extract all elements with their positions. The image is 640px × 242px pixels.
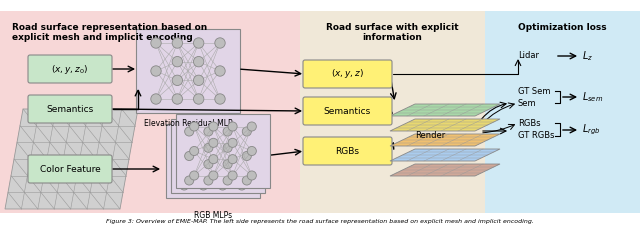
Circle shape bbox=[193, 75, 204, 85]
Circle shape bbox=[223, 143, 232, 152]
Circle shape bbox=[180, 132, 189, 141]
Circle shape bbox=[189, 171, 199, 180]
Circle shape bbox=[247, 171, 257, 180]
Circle shape bbox=[223, 176, 232, 185]
FancyBboxPatch shape bbox=[0, 11, 300, 213]
FancyBboxPatch shape bbox=[485, 11, 640, 213]
Polygon shape bbox=[5, 109, 138, 209]
Circle shape bbox=[237, 181, 246, 190]
FancyBboxPatch shape bbox=[300, 11, 485, 213]
Circle shape bbox=[204, 160, 213, 169]
FancyBboxPatch shape bbox=[303, 97, 392, 125]
FancyBboxPatch shape bbox=[136, 29, 240, 113]
Text: RGB MLPs: RGB MLPs bbox=[194, 211, 232, 220]
Circle shape bbox=[199, 132, 208, 141]
Text: Figure 3: Overview of EMIE-MAP. The left side represents the road surface repres: Figure 3: Overview of EMIE-MAP. The left… bbox=[106, 219, 534, 224]
Text: Semantics: Semantics bbox=[46, 105, 93, 113]
Circle shape bbox=[185, 127, 194, 136]
Circle shape bbox=[218, 132, 227, 141]
Circle shape bbox=[237, 132, 246, 141]
Text: $L_{sem}$: $L_{sem}$ bbox=[582, 90, 604, 104]
Text: $(x,y,z)$: $(x,y,z)$ bbox=[331, 68, 364, 81]
Circle shape bbox=[151, 66, 161, 76]
Circle shape bbox=[228, 155, 237, 164]
Text: Render: Render bbox=[415, 130, 445, 139]
Circle shape bbox=[218, 181, 227, 190]
Text: $L_z$: $L_z$ bbox=[582, 49, 593, 63]
Text: Optimization loss: Optimization loss bbox=[518, 23, 606, 32]
Circle shape bbox=[204, 176, 213, 185]
Circle shape bbox=[199, 148, 208, 157]
Circle shape bbox=[243, 151, 252, 160]
Text: GT Sem: GT Sem bbox=[518, 86, 550, 96]
Circle shape bbox=[228, 138, 237, 147]
FancyBboxPatch shape bbox=[303, 60, 392, 88]
Text: $L_{rgb}$: $L_{rgb}$ bbox=[582, 123, 600, 137]
Circle shape bbox=[223, 127, 232, 136]
FancyBboxPatch shape bbox=[28, 95, 112, 123]
Circle shape bbox=[193, 38, 204, 48]
Circle shape bbox=[193, 94, 204, 104]
Circle shape bbox=[180, 181, 189, 190]
Circle shape bbox=[215, 94, 225, 104]
Circle shape bbox=[199, 165, 208, 174]
Circle shape bbox=[209, 155, 218, 164]
Circle shape bbox=[204, 143, 213, 152]
Circle shape bbox=[215, 38, 225, 48]
Circle shape bbox=[185, 176, 194, 185]
Circle shape bbox=[228, 122, 237, 131]
Circle shape bbox=[247, 146, 257, 156]
Text: RGBs: RGBs bbox=[518, 119, 541, 128]
Polygon shape bbox=[390, 119, 500, 131]
Circle shape bbox=[228, 171, 237, 180]
Circle shape bbox=[243, 127, 252, 136]
Polygon shape bbox=[390, 134, 500, 146]
Circle shape bbox=[189, 146, 199, 156]
Text: Lidar: Lidar bbox=[518, 52, 539, 60]
Circle shape bbox=[151, 38, 161, 48]
Circle shape bbox=[193, 56, 204, 67]
Circle shape bbox=[209, 122, 218, 131]
Text: Elevation Residual MLP: Elevation Residual MLP bbox=[144, 119, 232, 128]
Polygon shape bbox=[390, 164, 500, 176]
Text: Color Feature: Color Feature bbox=[40, 165, 100, 174]
Circle shape bbox=[189, 122, 199, 131]
FancyBboxPatch shape bbox=[303, 137, 392, 165]
Text: Semantics: Semantics bbox=[324, 106, 371, 115]
FancyBboxPatch shape bbox=[28, 155, 112, 183]
FancyBboxPatch shape bbox=[176, 114, 270, 188]
Circle shape bbox=[243, 176, 252, 185]
Polygon shape bbox=[390, 104, 500, 116]
Text: Road surface representation based on
explicit mesh and implicit encoding: Road surface representation based on exp… bbox=[12, 23, 207, 42]
Circle shape bbox=[172, 56, 182, 67]
Circle shape bbox=[237, 156, 246, 166]
Circle shape bbox=[218, 148, 227, 157]
Circle shape bbox=[218, 165, 227, 174]
Circle shape bbox=[199, 181, 208, 190]
Text: RGBs: RGBs bbox=[335, 146, 360, 156]
Circle shape bbox=[215, 66, 225, 76]
Circle shape bbox=[185, 151, 194, 160]
Circle shape bbox=[247, 122, 257, 131]
Text: $(x,y,z_0)$: $(x,y,z_0)$ bbox=[51, 62, 88, 76]
Circle shape bbox=[172, 38, 182, 48]
Circle shape bbox=[223, 160, 232, 169]
FancyBboxPatch shape bbox=[166, 124, 260, 198]
Text: GT RGBs: GT RGBs bbox=[518, 131, 554, 141]
FancyBboxPatch shape bbox=[28, 55, 112, 83]
Polygon shape bbox=[390, 149, 500, 161]
Text: Sem: Sem bbox=[518, 98, 536, 107]
Circle shape bbox=[151, 94, 161, 104]
Circle shape bbox=[172, 75, 182, 85]
FancyBboxPatch shape bbox=[171, 119, 265, 193]
Text: Road surface with explicit
information: Road surface with explicit information bbox=[326, 23, 458, 42]
Circle shape bbox=[209, 138, 218, 147]
Circle shape bbox=[204, 127, 213, 136]
Circle shape bbox=[209, 171, 218, 180]
Circle shape bbox=[180, 156, 189, 166]
Circle shape bbox=[172, 94, 182, 104]
